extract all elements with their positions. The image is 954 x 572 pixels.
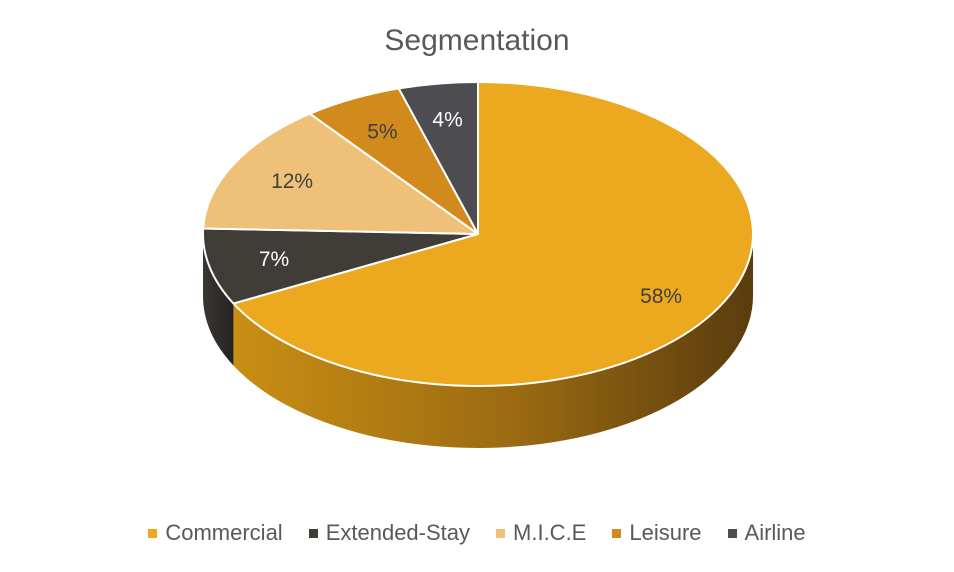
pie-side-layer xyxy=(203,234,753,448)
pie-label-layer: 58% 7% 12% 5% 4% xyxy=(259,109,682,308)
legend-item-airline[interactable]: Airline xyxy=(727,520,806,546)
pie-slice-commercial[interactable] xyxy=(232,81,754,387)
legend-item-commercial[interactable]: Commercial xyxy=(148,520,283,546)
pie-slice-m-i-c-e[interactable] xyxy=(202,112,479,235)
data-label-commercial: 58% xyxy=(640,285,682,308)
legend-swatch-m-i-c-e xyxy=(496,528,506,538)
legend-item-m-i-c-e[interactable]: M.I.C.E xyxy=(496,520,586,546)
legend-label-extended-stay: Extended-Stay xyxy=(325,520,471,545)
legend-swatch-extended-stay xyxy=(308,528,318,538)
legend-label-commercial: Commercial xyxy=(165,520,283,545)
legend-swatch-airline xyxy=(727,528,737,538)
legend-swatch-commercial xyxy=(148,528,158,538)
data-label-leisure: 5% xyxy=(367,120,397,143)
pie-side-commercial xyxy=(233,234,753,448)
pie-slice-airline[interactable] xyxy=(397,81,479,235)
legend-label-leisure: Leisure xyxy=(629,520,702,545)
legend-swatch-leisure xyxy=(612,528,622,538)
data-label-extended-stay: 7% xyxy=(259,248,289,271)
pie-side-extended-stay xyxy=(203,234,234,366)
legend-item-leisure[interactable]: Leisure xyxy=(612,520,702,546)
pie-top-layer xyxy=(202,81,754,387)
chart-legend: Commercial Extended-Stay M.I.C.E Leisure Air… xyxy=(0,520,954,546)
pie-slice-extended-stay[interactable] xyxy=(202,227,479,305)
data-label-m-i-c-e: 12% xyxy=(271,170,313,193)
data-label-airline: 4% xyxy=(432,109,462,132)
legend-label-m-i-c-e: M.I.C.E xyxy=(513,520,587,545)
legend-item-extended-stay[interactable]: Extended-Stay xyxy=(308,520,471,546)
legend-label-airline: Airline xyxy=(744,520,806,545)
chart-title: Segmentation xyxy=(384,24,570,57)
